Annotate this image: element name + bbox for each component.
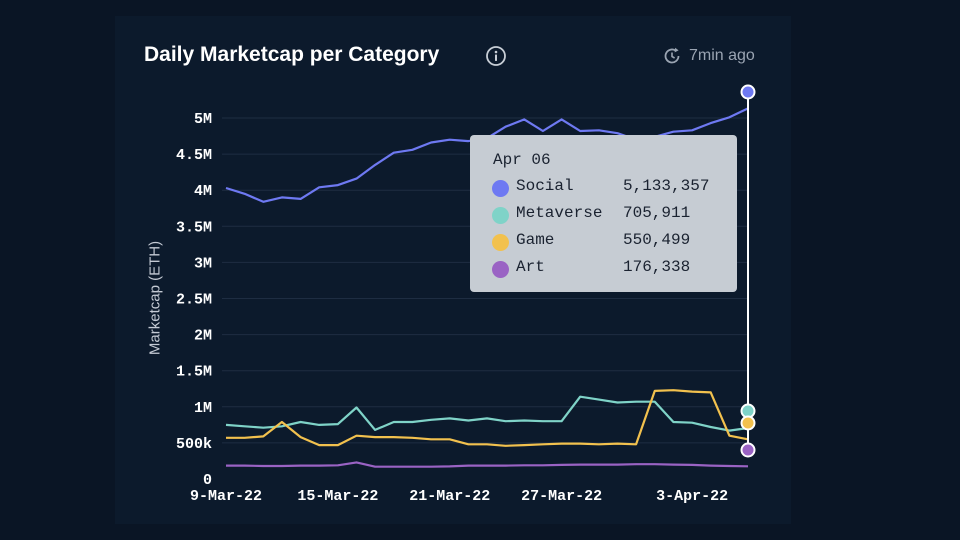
x-tick-label: 9-Mar-22 — [190, 488, 262, 505]
tooltip-series-name: Art — [516, 258, 545, 276]
hover-tooltip: Apr 06 Social 5,133,357 Metaverse 705,91… — [470, 135, 737, 292]
y-tick-label: 1M — [194, 400, 212, 417]
social-legend-dot — [492, 180, 509, 197]
tooltip-series-name: Game — [516, 231, 555, 249]
y-tick-label: 2.5M — [176, 292, 212, 309]
refresh-clock-icon[interactable] — [662, 46, 682, 66]
info-icon[interactable] — [486, 46, 506, 66]
series-line-game — [226, 389, 749, 447]
tooltip-series-value: 176,338 — [623, 258, 691, 276]
x-tick-label: 27-Mar-22 — [521, 488, 602, 505]
hover-marker-game — [740, 415, 756, 431]
y-tick-label: 3.5M — [176, 219, 212, 236]
tooltip-date: Apr 06 — [493, 151, 551, 169]
y-tick-label: 0 — [203, 472, 212, 489]
y-tick-label: 1.5M — [176, 364, 212, 381]
tooltip-series-name: Metaverse — [516, 204, 603, 222]
hover-marker-social — [740, 84, 756, 100]
y-tick-label: 4.5M — [176, 147, 212, 164]
tooltip-series-name: Social — [516, 177, 574, 195]
y-tick-label: 3M — [194, 255, 212, 272]
y-tick-label: 2M — [194, 328, 212, 345]
art-legend-dot — [492, 261, 509, 278]
hover-marker-art — [740, 442, 756, 458]
y-tick-label: 500k — [176, 436, 212, 453]
x-tick-label: 3-Apr-22 — [656, 488, 728, 505]
series-line-metaverse — [225, 395, 749, 432]
y-tick-label: 5M — [194, 111, 212, 128]
y-tick-label: 4M — [194, 183, 212, 200]
tooltip-series-value: 550,499 — [623, 231, 691, 249]
x-tick-label: 15-Mar-22 — [297, 488, 378, 505]
x-tick-label: 21-Mar-22 — [409, 488, 490, 505]
series-lines — [225, 107, 749, 468]
game-legend-dot — [492, 234, 509, 251]
tooltip-series-value: 5,133,357 — [623, 177, 710, 195]
x-axis-ticks: 9-Mar-22 15-Mar-22 21-Mar-22 27-Mar-22 3-Apr… — [190, 488, 728, 505]
metaverse-legend-dot — [492, 207, 509, 224]
y-axis-ticks: 0 500k 1M 1.5M 2M 2.5M 3M 3.5M 4M 4.5M 5M — [176, 111, 212, 489]
series-line-art — [226, 461, 749, 468]
hover-markers — [740, 84, 756, 458]
chart-title: Daily Marketcap per Category — [144, 43, 440, 66]
last-updated-text: 7min ago — [689, 47, 755, 64]
tooltip-series-value: 705,911 — [623, 204, 691, 222]
